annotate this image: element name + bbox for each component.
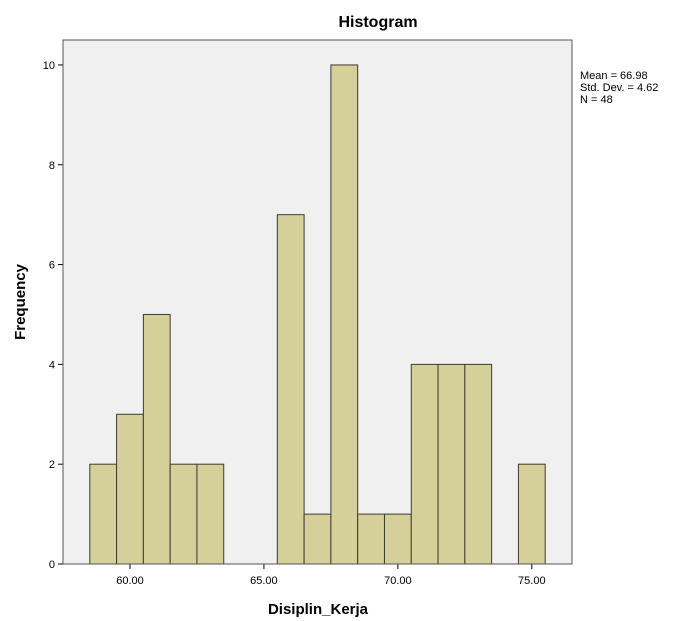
y-axis-label: Frequency: [12, 263, 29, 340]
x-tick-label: 65.00: [250, 575, 278, 587]
histogram-bar: [357, 513, 385, 565]
histogram-bar: [410, 363, 439, 565]
histogram-bar: [464, 363, 493, 565]
y-tick-label: 8: [49, 160, 55, 172]
histogram-bar: [437, 363, 466, 565]
histogram-bar: [116, 413, 144, 565]
histogram-bar: [196, 463, 225, 565]
x-axis-label: Disiplin_Kerja: [268, 601, 369, 618]
histogram-bar: [276, 214, 305, 565]
histogram-bar: [383, 513, 412, 565]
stats-std-dev: Std. Dev. = 4.62: [580, 82, 658, 94]
x-tick-label: 60.00: [116, 575, 144, 587]
chart-title: Histogram: [338, 14, 417, 31]
histogram-bar: [89, 463, 118, 565]
y-tick-label: 2: [49, 459, 55, 471]
histogram-bar: [169, 463, 198, 565]
x-tick-label: 75.00: [518, 575, 546, 587]
stats-mean: Mean = 66.98: [580, 70, 648, 82]
bars-group: [89, 64, 546, 565]
x-tick-label: 70.00: [384, 575, 412, 587]
histogram-bar: [142, 313, 171, 565]
x-axis: 60.00 65.00 70.00 75.00: [116, 564, 546, 587]
histogram-bar: [517, 463, 546, 565]
y-tick-label: 0: [49, 559, 55, 571]
y-tick-label: 6: [49, 260, 55, 272]
y-tick-label: 4: [49, 359, 55, 371]
y-tick-label: 10: [43, 60, 55, 72]
plot-frame: [62, 39, 573, 565]
stats-n: N = 48: [580, 94, 613, 106]
stats-box: Mean = 66.98 Std. Dev. = 4.62 N = 48: [580, 70, 658, 106]
histogram-bar: [303, 513, 332, 565]
y-axis: 0 2 4 6 8 10: [43, 60, 63, 571]
histogram-bar: [330, 64, 359, 565]
